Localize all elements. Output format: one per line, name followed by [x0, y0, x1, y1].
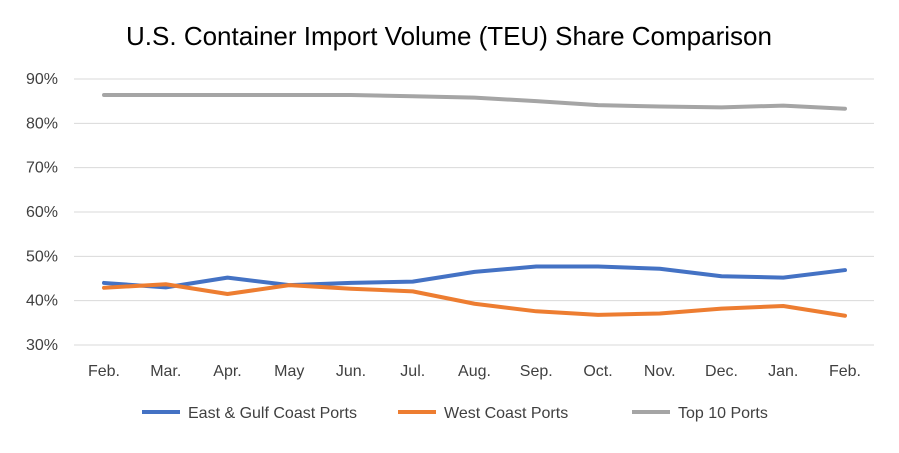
x-axis-tick-labels: Feb. Mar. Apr. May Jun. Jul. Aug. Sep. Oct. Nov. D…	[88, 363, 861, 380]
series-line	[102, 264, 847, 290]
y-tick-label: 90%	[26, 71, 58, 88]
y-tick-label: 70%	[26, 160, 58, 177]
y-tick-label: 80%	[26, 115, 58, 132]
x-tick-label: Aug.	[458, 363, 491, 380]
y-axis-tick-labels: 30% 40% 50% 60% 70% 80% 90%	[26, 71, 58, 354]
x-tick-label: Feb.	[88, 363, 120, 380]
series-lines	[102, 92, 847, 318]
legend-label: East & Gulf Coast Ports	[188, 405, 357, 422]
x-tick-label: Jun.	[336, 363, 366, 380]
x-tick-label: Jan.	[768, 363, 798, 380]
x-tick-label: May	[274, 363, 304, 380]
x-tick-label: Oct.	[583, 363, 612, 380]
y-tick-label: 30%	[26, 337, 58, 354]
chart-title: U.S. Container Import Volume (TEU) Share…	[126, 21, 772, 51]
legend-label: West Coast Ports	[444, 405, 568, 422]
series-line	[102, 92, 847, 111]
series-line	[102, 282, 847, 318]
x-tick-label: Dec.	[705, 363, 738, 380]
x-tick-label: Jul.	[400, 363, 425, 380]
y-tick-label: 50%	[26, 248, 58, 265]
x-tick-label: Feb.	[829, 363, 861, 380]
legend: East & Gulf Coast Ports West Coast Ports T…	[142, 405, 768, 422]
x-tick-label: Apr.	[213, 363, 241, 380]
y-tick-label: 60%	[26, 204, 58, 221]
x-tick-label: Sep.	[520, 363, 553, 380]
x-tick-label: Mar.	[150, 363, 181, 380]
gridlines	[74, 78, 874, 346]
x-tick-label: Nov.	[644, 363, 676, 380]
y-tick-label: 40%	[26, 293, 58, 310]
legend-label: Top 10 Ports	[678, 405, 768, 422]
